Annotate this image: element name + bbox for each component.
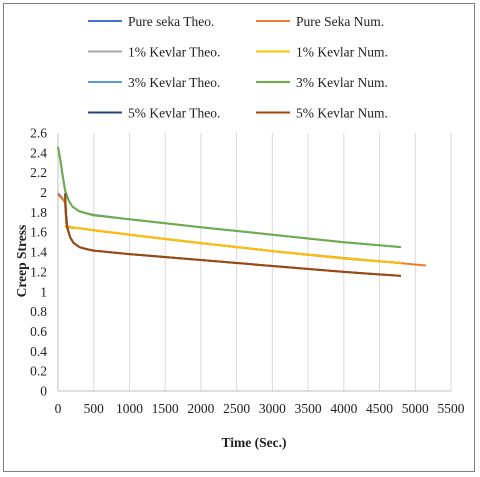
y-tick-label: 1.2 <box>30 264 47 279</box>
y-tick-labels: 0 0.2 0.4 0.6 0.8 1 1.2 1.4 1.6 1.8 2 2.2 2.4 2.6 <box>30 126 47 399</box>
y-tick-label: 2.6 <box>30 126 47 141</box>
legend-label-5pct-kevlar-num: 5% Kevlar Num. <box>296 106 388 121</box>
legend-label-5pct-kevlar-theo: 5% Kevlar Theo. <box>128 106 220 121</box>
y-tick-label: 2.2 <box>30 165 47 180</box>
legend-label-3pct-kevlar-theo: 3% Kevlar Theo. <box>128 75 220 90</box>
y-tick-label: 0 <box>40 384 47 399</box>
y-tick-label: 1.6 <box>30 225 47 240</box>
x-tick-label: 5500 <box>438 401 465 416</box>
x-tick-label: 4000 <box>330 401 357 416</box>
y-tick-label: 2 <box>40 185 47 200</box>
y-tick-label: 0.2 <box>30 364 47 379</box>
x-tick-label: 500 <box>84 401 105 416</box>
x-axis-title: Time (Sec.) <box>222 435 287 450</box>
series-line-pure-seka-num <box>57 193 427 267</box>
y-tick-label: 0.4 <box>30 344 47 359</box>
x-tick-label: 2000 <box>187 401 214 416</box>
legend-label-pure-seka-num: Pure Seka Num. <box>296 14 384 29</box>
y-tick-label: 0.8 <box>30 304 47 319</box>
x-tick-label: 0 <box>55 401 62 416</box>
x-tick-label: 1500 <box>152 401 179 416</box>
x-tick-label: 3000 <box>259 401 286 416</box>
series-line-5pct-kevlar-num <box>64 194 402 277</box>
x-tick-label: 3500 <box>295 401 322 416</box>
y-tick-label: 2.4 <box>30 145 47 160</box>
x-tick-label: 5000 <box>402 401 429 416</box>
legend-label-3pct-kevlar-num: 3% Kevlar Num. <box>296 75 388 90</box>
y-tick-label: 1.8 <box>30 205 47 220</box>
x-tick-label: 2500 <box>223 401 250 416</box>
x-tick-label: 1000 <box>116 401 143 416</box>
legend-label-1pct-kevlar-theo: 1% Kevlar Theo. <box>128 45 220 60</box>
legend: Pure seka Theo. Pure Seka Num. 1% Kevlar T… <box>88 14 388 121</box>
series-line-1pct-kevlar-num <box>64 225 402 264</box>
chart-frame <box>3 3 475 472</box>
y-tick-label: 0.6 <box>30 324 47 339</box>
series-line-3pct-kevlar-num <box>57 147 402 249</box>
y-tick-label: 1 <box>40 284 47 299</box>
y-tick-label: 1.4 <box>30 245 47 260</box>
x-tick-label: 4500 <box>366 401 393 416</box>
legend-label-pure-seka-theo: Pure seka Theo. <box>128 14 214 29</box>
axes <box>57 133 451 392</box>
legend-label-1pct-kevlar-num: 1% Kevlar Num. <box>296 45 388 60</box>
x-tick-labels: 0 500 1000 1500 2000 2500 3000 3500 4000 4500 5000… <box>55 401 465 416</box>
series-lines <box>57 146 427 277</box>
y-axis-title: Creep Stress <box>14 225 29 298</box>
